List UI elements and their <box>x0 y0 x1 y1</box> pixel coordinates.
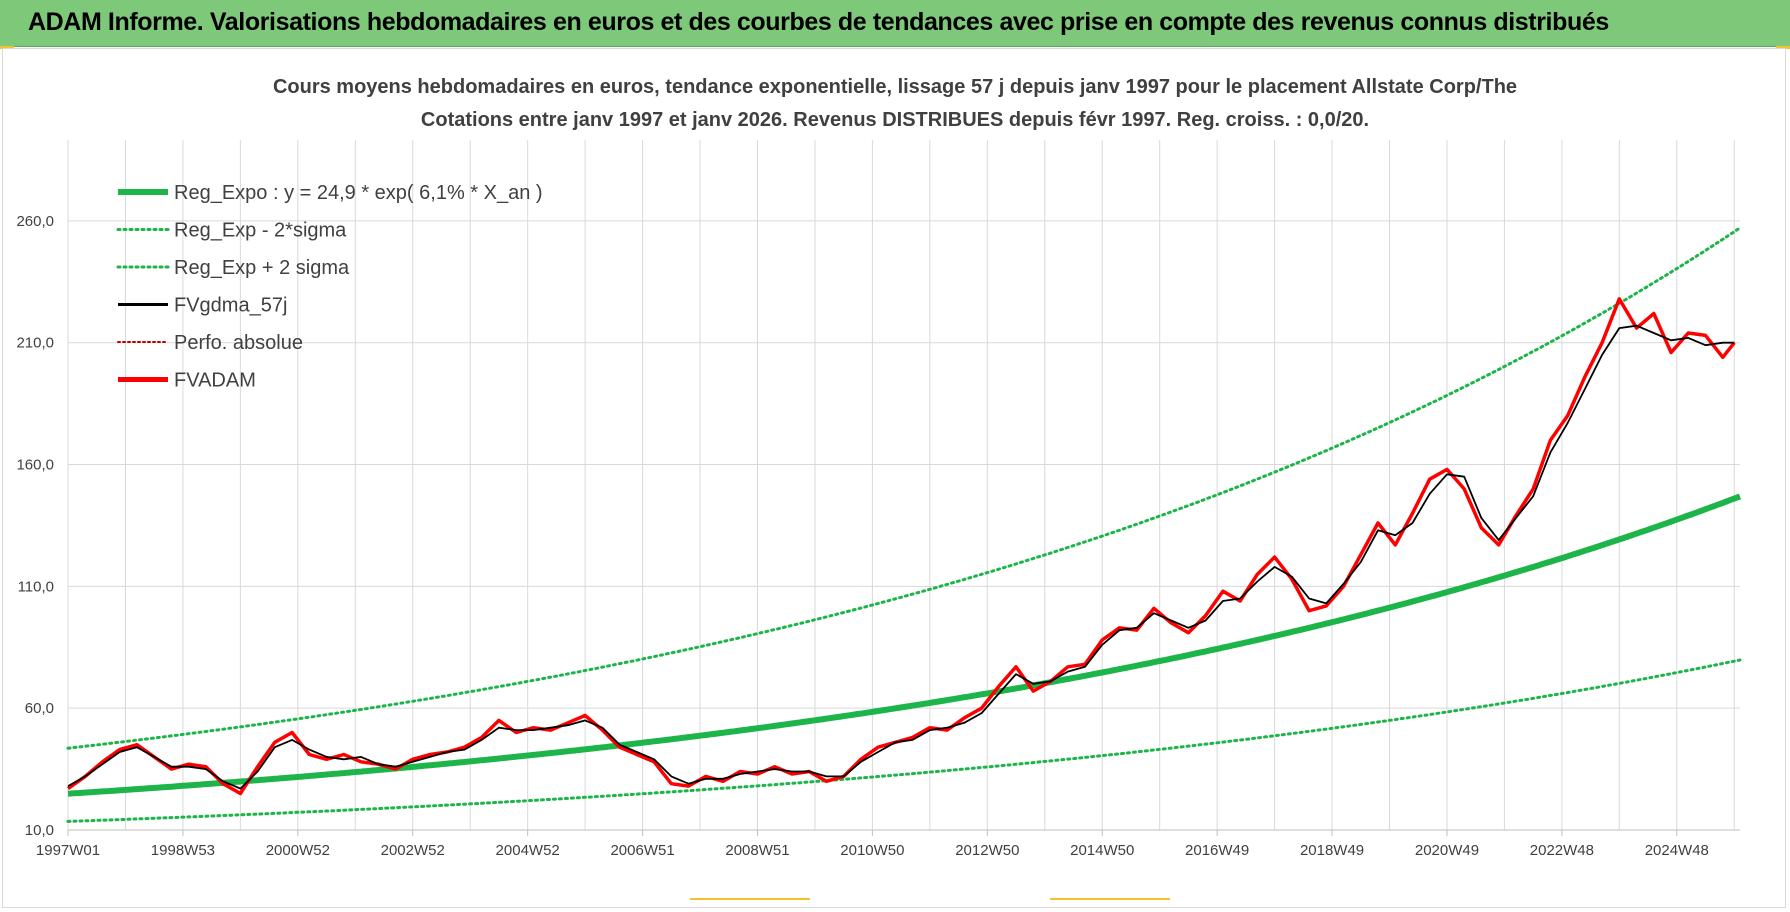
x-tick-label: 2002W52 <box>381 842 445 859</box>
y-tick-label: 160,0 <box>16 457 54 474</box>
chart-frame <box>2 48 1786 908</box>
legend-label: Reg_Exp + 2 sigma <box>174 257 350 279</box>
x-tick-label: 2008W51 <box>725 842 789 859</box>
series-reg-exp-plus-2-sigma <box>66 226 1742 750</box>
x-tick-label: 2022W48 <box>1530 842 1594 859</box>
legend-label: Perfo. absolue <box>174 332 303 354</box>
x-tick-label: 2010W50 <box>840 842 904 859</box>
x-axis: 1997W01 1998W53 2000W52 2002W52 2004W52 2006W… <box>36 830 1709 859</box>
legend-label: FVgdma_57j <box>174 295 287 317</box>
x-tick-label: 2000W52 <box>266 842 330 859</box>
x-tick-label: 2004W52 <box>496 842 560 859</box>
corner-mark-bottom-right <box>1050 898 1170 900</box>
x-tick-label: 2018W49 <box>1300 842 1364 859</box>
series-fvgdma-57j <box>67 324 1735 790</box>
y-tick-label: 60,0 <box>25 700 54 717</box>
chart-subtitle: Cotations entre janv 1997 et janv 2026. … <box>421 109 1369 131</box>
legend: Reg_Expo : y = 24,9 * exp( 6,1% * X_an )… <box>116 182 543 392</box>
x-tick-label: 2024W48 <box>1645 842 1709 859</box>
x-tick-label: 2014W50 <box>1070 842 1134 859</box>
report-banner: ADAM Informe. Valorisations hebdomadaire… <box>0 0 1790 47</box>
series-layer <box>66 226 1742 823</box>
series-reg-expo <box>67 493 1742 797</box>
corner-mark-bottom-left <box>690 898 810 900</box>
corner-mark-top-left <box>0 46 14 49</box>
series-reg-exp-minus-2-sigma <box>66 658 1742 823</box>
y-tick-label: 210,0 <box>16 335 54 352</box>
legend-label: Reg_Expo : y = 24,9 * exp( 6,1% * X_an ) <box>174 182 543 204</box>
legend-label: Reg_Exp - 2*sigma <box>174 220 347 242</box>
x-tick-label: 2012W50 <box>955 842 1019 859</box>
y-tick-label: 110,0 <box>18 578 54 595</box>
report-title: ADAM Informe. Valorisations hebdomadaire… <box>28 8 1609 36</box>
y-tick-label: 10,0 <box>25 822 54 839</box>
x-tick-label: 2020W49 <box>1415 842 1479 859</box>
x-tick-label: 2006W51 <box>610 842 674 859</box>
legend-label: FVADAM <box>174 370 256 392</box>
corner-mark-top-right <box>1776 46 1790 49</box>
grid-layer <box>67 140 1740 831</box>
chart-title: Cours moyens hebdomadaires en euros, ten… <box>273 76 1517 98</box>
x-tick-label: 2016W49 <box>1185 842 1249 859</box>
x-tick-label: 1997W01 <box>36 842 100 859</box>
y-axis: 10,0 60,0 110,0 160,0 210,0 260,0 <box>16 213 54 839</box>
x-tick-label: 1998W53 <box>151 842 215 859</box>
series-fvadam <box>66 297 1736 796</box>
y-tick-label: 260,0 <box>16 213 54 230</box>
